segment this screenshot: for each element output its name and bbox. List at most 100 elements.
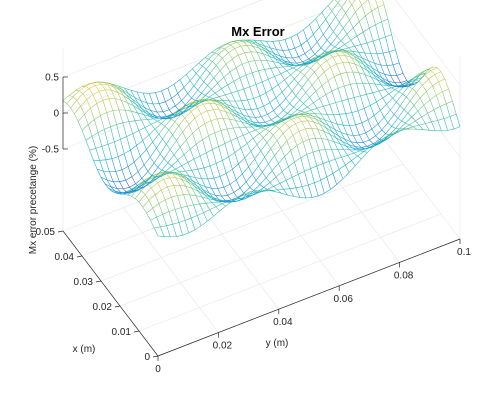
mesh-segment — [300, 154, 307, 159]
mesh-segment — [104, 183, 109, 189]
mesh-segment — [334, 46, 339, 49]
mesh-segment — [174, 113, 179, 118]
mesh-segment — [357, 60, 362, 68]
mesh-segment — [381, 129, 386, 134]
mesh-segment — [345, 50, 351, 53]
mesh-segment — [400, 82, 405, 87]
mesh-segment — [444, 78, 449, 90]
mesh-segment — [81, 124, 89, 131]
mesh-segment — [228, 156, 233, 170]
mesh-segment — [148, 194, 156, 201]
mesh-segment — [148, 128, 156, 136]
mesh-segment — [264, 69, 269, 80]
mesh-segment — [378, 71, 383, 79]
mesh-segment — [271, 54, 276, 59]
mesh-segment — [335, 51, 340, 56]
mesh-segment — [320, 65, 325, 73]
mesh-segment — [281, 85, 289, 93]
mesh-segment — [289, 103, 294, 108]
mesh-segment — [333, 114, 338, 125]
mesh-segment — [384, 74, 389, 82]
mesh-segment — [129, 187, 134, 192]
mesh-segment — [369, 139, 374, 144]
mesh-segment — [278, 156, 285, 164]
mesh-segment — [356, 35, 362, 45]
mesh-segment — [295, 187, 301, 198]
mesh-segment — [399, 96, 407, 106]
mesh-segment — [164, 118, 172, 127]
mesh-segment — [240, 194, 247, 197]
mesh-segment — [354, 44, 361, 47]
mesh-segment — [114, 139, 121, 143]
mesh-segment — [243, 135, 248, 144]
mesh-segment — [284, 74, 291, 81]
mesh-segment — [133, 105, 138, 113]
mesh-segment — [278, 40, 283, 51]
mesh-segment — [271, 189, 278, 191]
mesh-segment — [338, 169, 344, 179]
mesh-segment — [363, 139, 370, 143]
mesh-segment — [360, 94, 367, 97]
mesh-segment — [103, 81, 108, 85]
mesh-segment — [313, 121, 321, 125]
mesh-segment — [339, 113, 346, 115]
mesh-segment — [165, 98, 172, 102]
mesh-segment — [415, 116, 422, 122]
mesh-segment — [383, 51, 390, 54]
mesh-segment — [189, 149, 195, 160]
mesh-segment — [390, 109, 395, 115]
mesh-segment — [184, 177, 189, 183]
mesh-segment — [370, 105, 375, 116]
mesh-segment — [186, 139, 191, 150]
mesh-segment — [181, 179, 187, 187]
mesh-segment — [288, 48, 295, 51]
mesh-segment — [70, 107, 75, 115]
mesh-segment — [191, 100, 196, 104]
mesh-segment — [210, 120, 216, 133]
mesh-segment — [190, 143, 197, 150]
mesh-segment — [209, 192, 216, 196]
mesh-segment — [208, 198, 215, 201]
mesh-segment — [302, 141, 308, 155]
mesh-segment — [285, 90, 293, 99]
mesh-segment — [266, 142, 272, 149]
mesh-segment — [214, 52, 219, 55]
mesh-segment — [353, 134, 360, 136]
mesh-segment — [301, 79, 309, 88]
mesh-segment — [154, 194, 160, 204]
mesh-segment — [116, 124, 121, 140]
z-tick-label: -0.5 — [42, 145, 60, 156]
mesh-segment — [288, 49, 293, 59]
mesh-segment — [158, 203, 163, 215]
mesh-segment — [238, 163, 243, 174]
mesh-segment — [327, 76, 335, 81]
mesh-segment — [168, 121, 176, 131]
mesh-segment — [151, 187, 156, 195]
mesh-segment — [204, 194, 211, 198]
mesh-segment — [219, 176, 225, 188]
mesh-segment — [154, 129, 160, 135]
mesh-segment — [278, 79, 285, 85]
mesh-segment — [156, 111, 161, 118]
mesh-segment — [225, 111, 230, 120]
mesh-segment — [76, 93, 84, 101]
mesh-segment — [189, 194, 196, 196]
mesh-segment — [187, 158, 195, 163]
mesh-segment — [316, 108, 322, 115]
mesh-segment — [149, 93, 154, 105]
grid-line — [243, 160, 340, 286]
mesh-segment — [251, 41, 256, 45]
mesh-segment — [229, 41, 234, 43]
mesh-segment — [139, 109, 144, 115]
mesh-segment — [286, 67, 294, 72]
mesh-segment — [221, 105, 226, 112]
mesh-segment — [96, 169, 102, 178]
mesh-segment — [204, 120, 212, 124]
mesh-segment — [438, 81, 443, 92]
mesh-segment — [125, 176, 132, 181]
mesh-segment — [121, 100, 126, 111]
mesh-segment — [388, 80, 393, 86]
mesh-segment — [248, 166, 253, 175]
mesh-segment — [260, 59, 265, 70]
